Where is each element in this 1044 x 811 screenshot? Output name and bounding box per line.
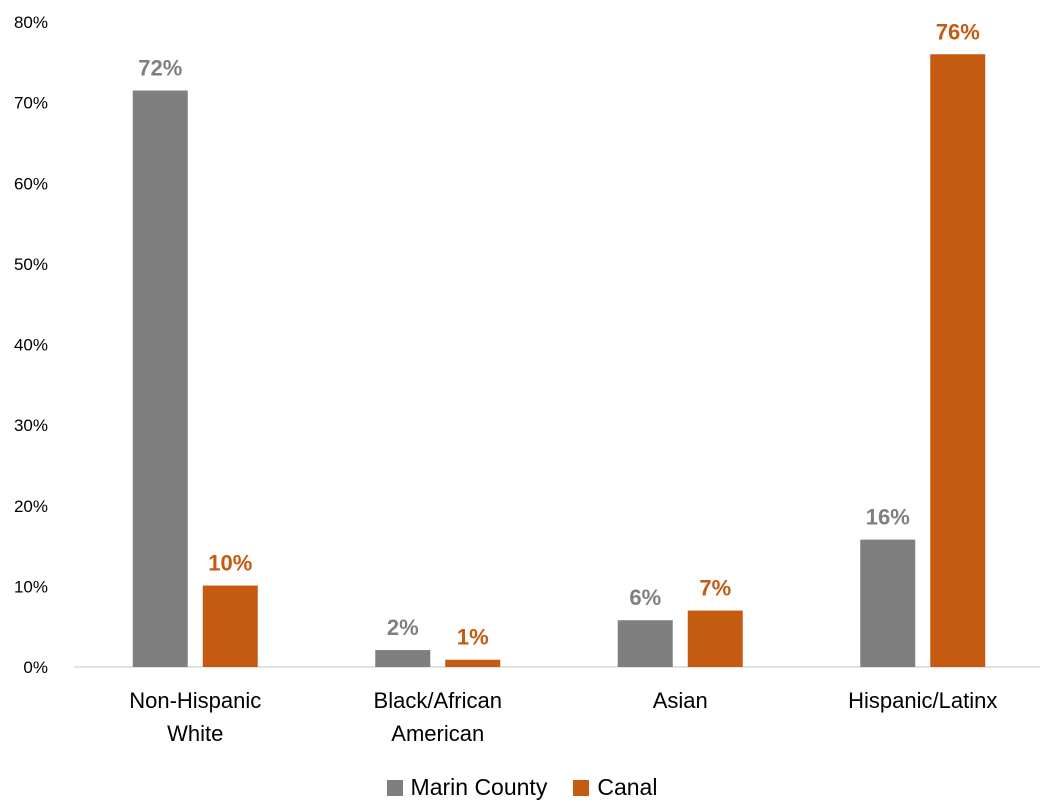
y-tick-label: 20% xyxy=(14,497,48,516)
y-tick-label: 0% xyxy=(23,658,48,677)
y-tick-label: 10% xyxy=(14,577,48,596)
data-label-canal: 1% xyxy=(457,625,489,650)
data-label-marin-county: 72% xyxy=(138,56,182,81)
category-label: Asian xyxy=(653,688,708,713)
data-label-marin-county: 2% xyxy=(387,615,419,640)
data-labels: 72% 2% 6% 16% 10% 1% 7% 76% xyxy=(138,19,980,649)
legend-item-marin-county: Marin County xyxy=(386,774,548,801)
category-label: Hispanic/Latinx xyxy=(848,688,997,713)
legend-swatch-canal xyxy=(573,779,590,796)
bar-chart: 0% 10% 20% 30% 40% 50% 60% 70% 80% Non-Hispanic W… xyxy=(14,13,1040,746)
y-tick-label: 60% xyxy=(14,174,48,193)
data-label-canal: 10% xyxy=(208,551,252,576)
data-label-canal: 7% xyxy=(699,576,731,601)
y-axis: 0% 10% 20% 30% 40% 50% 60% 70% 80% xyxy=(14,13,48,677)
data-label-canal: 76% xyxy=(936,19,980,44)
legend-label-canal: Canal xyxy=(597,774,658,800)
y-tick-label: 40% xyxy=(14,336,48,355)
category-label: Black/African American xyxy=(374,688,502,746)
bar-marin-county xyxy=(132,90,188,667)
bar-marin-county xyxy=(860,539,916,667)
bar-marin-county xyxy=(617,620,673,667)
y-tick-label: 50% xyxy=(14,255,48,274)
y-tick-label: 70% xyxy=(14,94,48,113)
bar-canal xyxy=(930,54,986,667)
data-label-marin-county: 16% xyxy=(866,505,910,530)
y-tick-label: 80% xyxy=(14,13,48,32)
data-label-marin-county: 6% xyxy=(629,585,661,610)
bar-canal xyxy=(202,585,258,667)
x-axis: Non-Hispanic White Black/African American As… xyxy=(74,666,1040,746)
legend: Marin County Canal xyxy=(0,774,1044,801)
bar-marin-county xyxy=(375,650,431,667)
legend-item-canal: Canal xyxy=(573,774,657,801)
y-tick-label: 30% xyxy=(14,416,48,435)
bar-canal xyxy=(687,610,743,667)
bars xyxy=(132,54,986,667)
bar-canal xyxy=(445,659,501,667)
legend-swatch-marin-county xyxy=(386,779,403,796)
legend-label-marin-county: Marin County xyxy=(410,774,548,800)
category-label: Non-Hispanic White xyxy=(129,688,261,746)
